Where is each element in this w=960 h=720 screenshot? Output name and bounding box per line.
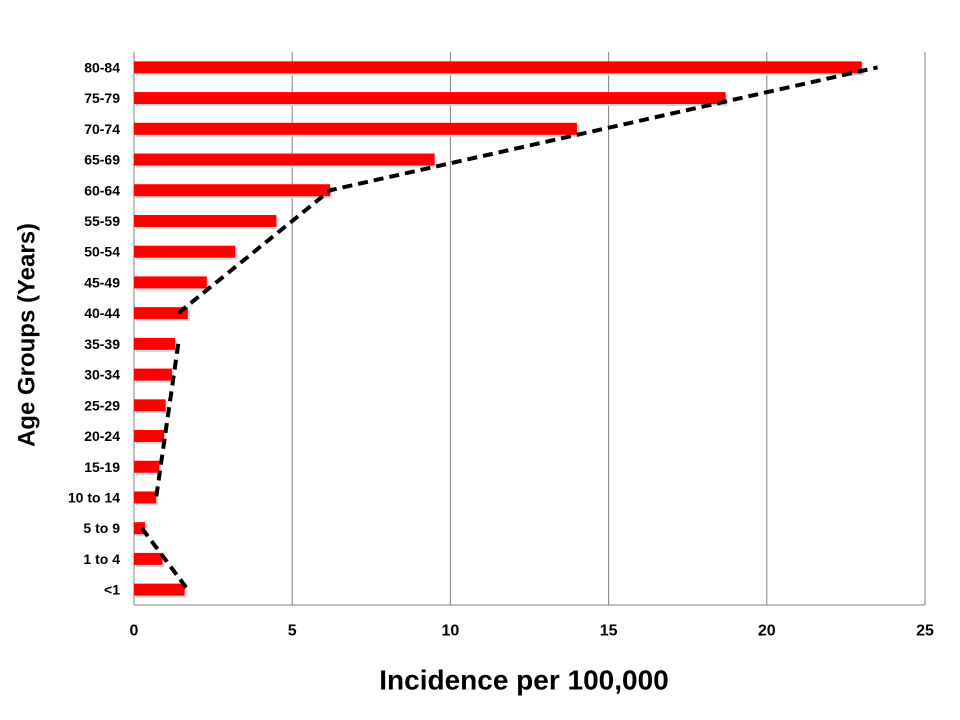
y-tick-label: 35-39 <box>84 336 120 352</box>
y-tick-label: 20-24 <box>84 428 120 444</box>
bar <box>134 61 862 74</box>
bar <box>134 307 188 320</box>
y-tick-label: <1 <box>104 582 120 598</box>
y-tick-label: 15-19 <box>84 459 120 475</box>
x-axis-label: Incidence per 100,000 <box>379 664 669 695</box>
y-tick-label: 1 to 4 <box>83 551 120 567</box>
y-tick-labels: 80-84 75-79 70-74 65-69 60-64 55-59 50-54 45-49… <box>68 59 120 597</box>
y-tick-label: 80-84 <box>84 59 120 75</box>
grid-lines <box>133 52 926 606</box>
trend-line-2 <box>140 526 190 591</box>
x-tick-label: 25 <box>916 623 934 640</box>
bar <box>134 92 726 105</box>
bar <box>134 122 577 135</box>
x-tick-label: 5 <box>288 623 297 640</box>
bar <box>134 430 165 443</box>
bar <box>134 214 277 227</box>
y-axis-label: Age Groups (Years) <box>13 223 40 447</box>
y-tick-label: 30-34 <box>84 367 120 383</box>
x-tick-label: 10 <box>442 623 460 640</box>
bar <box>134 276 207 289</box>
y-tick-label: 50-54 <box>84 244 120 260</box>
y-tick-label: 25-29 <box>84 397 120 413</box>
bars <box>134 61 864 598</box>
y-tick-label: 55-59 <box>84 213 120 229</box>
x-tick-labels: 0 5 10 15 20 25 <box>130 623 934 640</box>
trend-line-1 <box>154 343 181 498</box>
y-tick-label: 70-74 <box>84 121 120 137</box>
bar <box>134 399 166 412</box>
x-tick-label: 20 <box>758 623 776 640</box>
x-tick-label: 15 <box>600 623 618 640</box>
bar <box>134 460 160 473</box>
y-tick-label: 5 to 9 <box>83 520 120 536</box>
bar <box>134 368 172 381</box>
trend-line-0 <box>177 65 878 315</box>
bar <box>134 552 163 565</box>
bar <box>134 583 185 596</box>
y-tick-label: 65-69 <box>84 152 120 168</box>
bar <box>134 491 157 504</box>
bar <box>134 522 146 535</box>
bar <box>134 184 331 197</box>
y-tick-label: 60-64 <box>84 182 120 198</box>
x-tick-label: 0 <box>130 623 139 640</box>
bar <box>134 337 176 350</box>
y-tick-label: 40-44 <box>84 305 120 321</box>
bar <box>134 153 435 166</box>
trend-lines <box>140 65 878 591</box>
bar <box>134 245 236 258</box>
y-tick-label: 10 to 14 <box>68 489 120 505</box>
y-tick-label: 45-49 <box>84 274 120 290</box>
y-tick-label: 75-79 <box>84 90 120 106</box>
